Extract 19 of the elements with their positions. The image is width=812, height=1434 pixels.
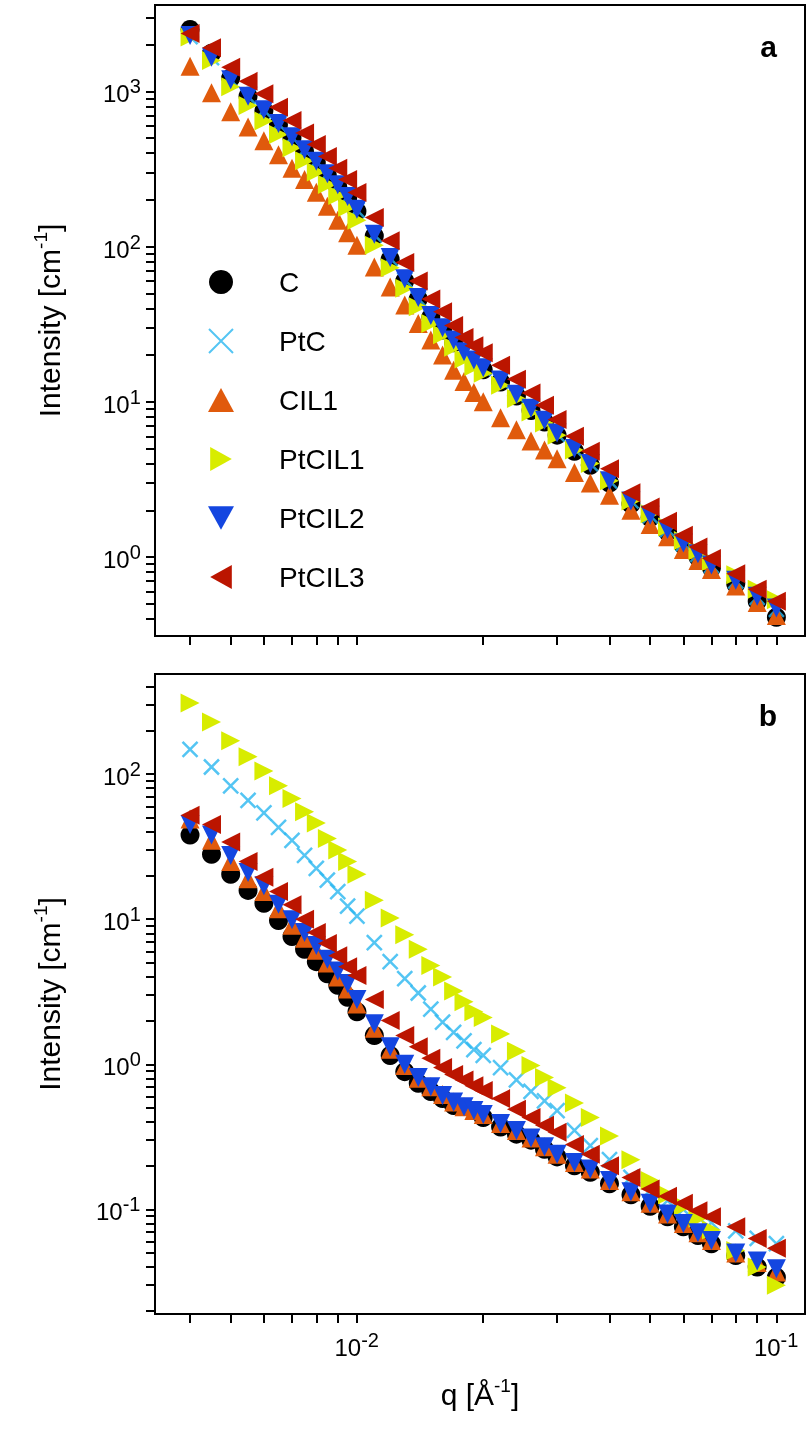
y-axis-title: Intensity [cm-1] [30,897,66,1091]
y-tick-label: 10$^{0}$ [103,541,141,574]
annotation: a [760,29,778,63]
x-tick-label: 10$^{-2}$ [334,1329,379,1361]
legend-label: PtCIL3 [279,561,365,593]
y-tick-label: 10$^{-1}$ [96,1193,141,1226]
legend-label: C [279,266,300,298]
y-tick-label: 10$^{2}$ [103,758,141,791]
y-axis-title: Intensity [cm-1] [30,223,66,418]
y-tick-label: 10$^{1}$ [103,903,141,936]
legend-label: CIL1 [279,384,339,416]
y-tick-label: 10$^{2}$ [103,230,141,263]
legend-label: PtC [279,325,326,357]
legend-label: PtCIL2 [279,502,365,534]
legend-label: PtCIL1 [279,443,365,475]
y-tick-label: 10$^{0}$ [103,1048,141,1081]
y-tick-label: 10$^{3}$ [103,75,141,108]
annotation: b [758,698,777,732]
y-tick-label: 10$^{1}$ [103,385,141,418]
